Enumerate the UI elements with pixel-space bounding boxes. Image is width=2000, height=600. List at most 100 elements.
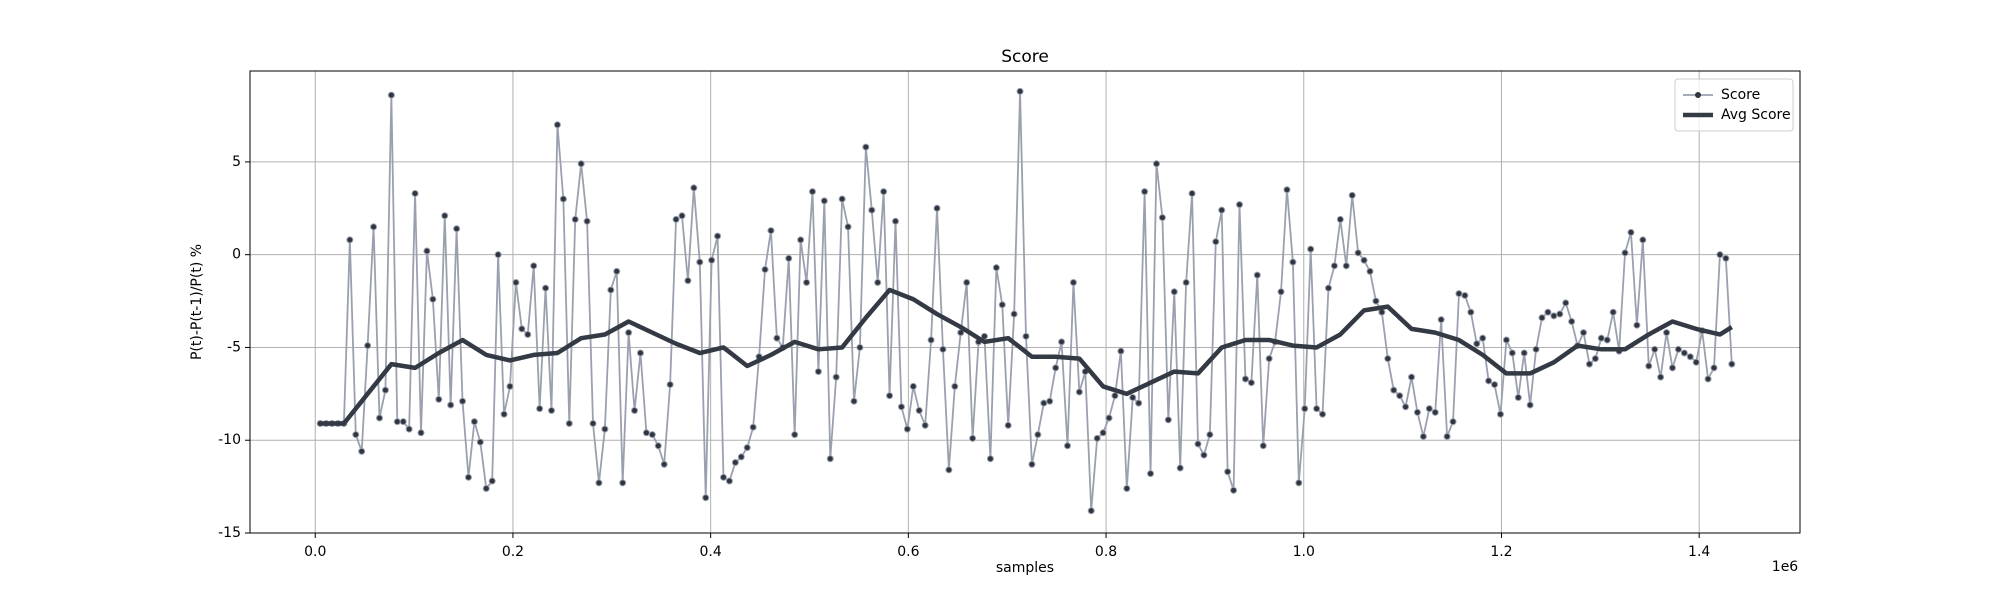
point	[1075, 388, 1083, 396]
x-tick-label: 0.6	[897, 544, 919, 560]
point	[696, 258, 704, 266]
x-tick-label: 1.2	[1490, 544, 1512, 560]
point	[1366, 267, 1374, 275]
point	[826, 455, 834, 463]
point	[1651, 345, 1659, 353]
point	[625, 329, 633, 337]
point	[553, 121, 561, 129]
point	[963, 279, 971, 287]
point	[1182, 279, 1190, 287]
point	[1188, 189, 1196, 197]
point	[856, 343, 864, 351]
point	[714, 232, 722, 240]
point	[1603, 336, 1611, 344]
point	[1550, 312, 1558, 320]
point	[1330, 262, 1338, 270]
point	[951, 382, 959, 390]
point	[1064, 442, 1072, 450]
point	[619, 479, 627, 487]
point	[678, 212, 686, 220]
point	[1004, 421, 1012, 429]
point	[1716, 251, 1724, 259]
point	[488, 477, 496, 485]
point	[547, 407, 555, 415]
point	[1224, 468, 1232, 476]
point	[1568, 317, 1576, 325]
point	[1686, 353, 1694, 361]
point	[850, 397, 858, 405]
point	[1680, 349, 1688, 357]
point	[1010, 310, 1018, 318]
point	[1728, 360, 1736, 368]
point	[1158, 214, 1166, 222]
point	[381, 386, 389, 394]
point	[1354, 249, 1362, 257]
point	[1402, 403, 1410, 411]
point	[791, 431, 799, 439]
point	[803, 279, 811, 287]
point	[1496, 410, 1504, 418]
point	[986, 455, 994, 463]
point	[731, 458, 739, 466]
point	[636, 349, 644, 357]
point	[1069, 279, 1077, 287]
point	[761, 266, 769, 274]
point	[1046, 397, 1054, 405]
point	[814, 368, 822, 376]
point	[1384, 355, 1392, 363]
point	[1170, 288, 1178, 296]
point	[1277, 288, 1285, 296]
point	[648, 431, 656, 439]
point	[1099, 429, 1107, 437]
point	[387, 91, 395, 99]
point	[642, 429, 650, 437]
x-tick-label: 0.2	[502, 544, 524, 560]
point	[1639, 236, 1647, 244]
point	[1058, 338, 1066, 346]
point	[1372, 297, 1380, 305]
x-tick-label: 0.8	[1095, 544, 1117, 560]
avg-line	[320, 287, 1733, 426]
point	[1526, 401, 1534, 409]
point	[690, 184, 698, 192]
point	[1283, 186, 1291, 194]
point	[1491, 381, 1499, 389]
point	[921, 421, 929, 429]
point	[494, 251, 502, 259]
point	[530, 262, 538, 270]
point	[358, 447, 366, 455]
point	[1390, 386, 1398, 394]
x-tick-label: 1.4	[1688, 544, 1710, 560]
point	[1034, 431, 1042, 439]
point	[1230, 486, 1238, 494]
point	[1135, 399, 1143, 407]
point	[897, 403, 905, 411]
point	[447, 401, 455, 409]
point	[405, 425, 413, 433]
point	[1307, 245, 1315, 253]
point	[1532, 345, 1540, 353]
point	[749, 423, 757, 431]
point	[880, 188, 888, 196]
point	[892, 217, 900, 225]
x-axis-label: samples	[996, 560, 1054, 576]
point	[767, 227, 775, 235]
point	[1597, 334, 1605, 342]
point	[1514, 394, 1522, 402]
point	[838, 195, 846, 203]
point	[915, 407, 923, 415]
point	[1508, 349, 1516, 357]
point	[868, 206, 876, 214]
point	[435, 395, 443, 403]
point	[1324, 284, 1332, 292]
point	[1105, 414, 1113, 422]
point	[1413, 408, 1421, 416]
point	[1093, 434, 1101, 442]
point	[1289, 258, 1297, 266]
point	[720, 473, 728, 481]
point	[352, 431, 360, 439]
point	[1129, 394, 1137, 402]
point	[1253, 271, 1261, 279]
point	[1437, 316, 1445, 324]
